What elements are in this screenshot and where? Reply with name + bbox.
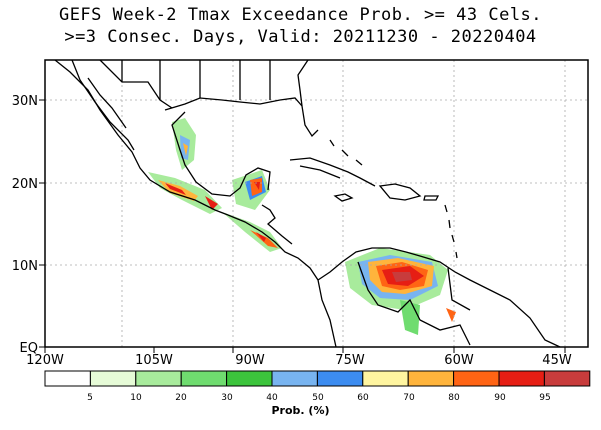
- colorbar-label: 90: [494, 393, 506, 403]
- colorbar-swatch: [543, 370, 591, 387]
- lat-label-eq: EQ: [20, 341, 38, 356]
- lon-label-45w: 45W: [542, 353, 572, 368]
- colorbar-swatch: [44, 370, 91, 387]
- gridlines: [45, 60, 588, 347]
- colorbar-title: Prob. (%): [271, 404, 330, 417]
- colorbar-label: 20: [175, 393, 187, 403]
- colorbar-swatch: [362, 370, 409, 387]
- colorbar-swatch: [135, 370, 182, 387]
- colorbar-swatch: [89, 370, 137, 387]
- colorbar-label: 10: [130, 393, 142, 403]
- colorbar-label: 40: [266, 393, 278, 403]
- colorbar-swatch: [453, 370, 500, 387]
- colorbar-swatch: [316, 370, 364, 387]
- colorbar-swatch: [226, 370, 273, 387]
- colorbar-label: 5: [87, 393, 93, 403]
- colorbar-swatch: [498, 370, 545, 387]
- map-title-line1: GEFS Week-2 Tmax Exceedance Prob. >= 43 …: [58, 5, 543, 25]
- lon-labels: 120W 105W 90W 75W 60W 45W: [26, 353, 572, 368]
- colorbar-swatch: [271, 370, 318, 387]
- colorbar-label: 30: [221, 393, 233, 403]
- lon-label-75w: 75W: [335, 353, 365, 368]
- lon-label-60w: 60W: [444, 353, 474, 368]
- colorbar-swatch: [180, 370, 228, 387]
- colorbar-labels: 5 10 20 30 40 50 60 70 80 90 95: [87, 393, 551, 403]
- colorbar-label: 95: [539, 393, 550, 403]
- map-frame: [44, 59, 589, 348]
- lat-label-10n: 10N: [12, 259, 38, 274]
- lon-label-105w: 105W: [135, 353, 173, 368]
- probability-shading: [148, 118, 456, 335]
- colorbar: [44, 370, 591, 387]
- colorbar-label: 50: [312, 393, 324, 403]
- map-title-line2: >=3 Consec. Days, Valid: 20211230 - 2022…: [64, 27, 537, 47]
- lat-label-30n: 30N: [12, 94, 38, 109]
- coastlines: [54, 59, 561, 348]
- lon-label-120w: 120W: [26, 353, 64, 368]
- colorbar-swatch: [407, 370, 455, 387]
- lon-label-90w: 90W: [235, 353, 265, 368]
- lat-label-20n: 20N: [12, 177, 38, 192]
- lat-labels: 30N 20N 10N EQ: [12, 94, 38, 356]
- colorbar-label: 60: [357, 393, 369, 403]
- axis-ticks: [39, 99, 566, 353]
- colorbar-label: 70: [403, 393, 415, 403]
- colorbar-label: 80: [448, 393, 460, 403]
